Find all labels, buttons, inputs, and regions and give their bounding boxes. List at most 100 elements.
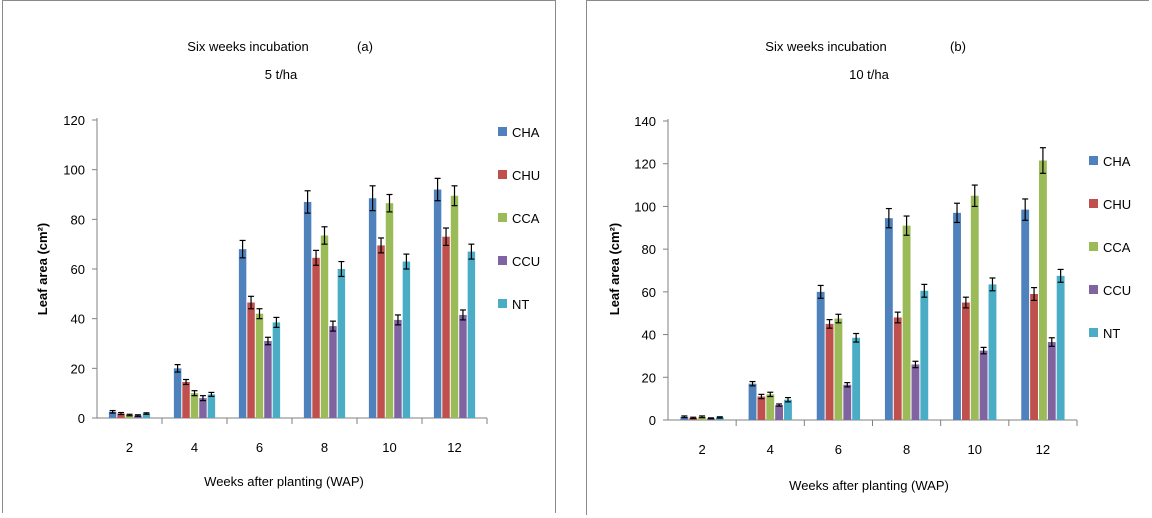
bar-cha <box>108 411 117 418</box>
legend-label-cca: CCA <box>512 211 540 226</box>
bar-cca <box>255 313 264 418</box>
y-tick-label: 20 <box>642 370 656 385</box>
y-tick-label: 120 <box>63 113 85 128</box>
bar-chu <box>377 245 385 418</box>
bar-ccu <box>199 398 207 418</box>
bar-nt <box>467 251 476 418</box>
y-tick-label: 0 <box>78 411 85 426</box>
bar-chu <box>247 302 255 418</box>
bar-cha <box>238 249 247 418</box>
bar-nt <box>1056 275 1065 420</box>
y-axis-label: Leaf area (cm²) <box>35 223 50 315</box>
bar-cca <box>834 318 843 420</box>
panel-label: (b) <box>950 39 966 54</box>
x-tick-label: 8 <box>321 440 328 455</box>
bar-cca <box>320 235 329 418</box>
legend-label-chu: CHU <box>512 168 540 183</box>
legend-swatch-nt <box>498 299 507 308</box>
legend-label-cca: CCA <box>1103 240 1131 255</box>
x-tick-label: 6 <box>835 442 842 457</box>
bar-cha <box>303 201 312 418</box>
bar-ccu <box>1047 342 1056 420</box>
y-tick-label: 100 <box>634 199 656 214</box>
legend-label-nt: NT <box>512 297 529 312</box>
y-tick-label: 40 <box>71 312 85 327</box>
chart-panel-a: Six weeks incubation (a) 5 t/ha 0 20 40 60 80 10… <box>2 0 556 513</box>
chart-b-svg: Six weeks incubation (b) 10 t/ha 0 20 40 60 80 1… <box>607 39 1131 493</box>
bar-nt <box>337 269 346 418</box>
legend-label-cha: CHA <box>1103 154 1131 169</box>
bar-cha <box>1021 209 1030 420</box>
bar-nt <box>920 290 929 420</box>
legend-swatch-cha <box>498 127 507 136</box>
bar-cca <box>698 416 707 420</box>
y-tick-label: 40 <box>642 328 656 343</box>
legend-swatch-chu <box>1089 199 1098 208</box>
bar-nt <box>852 337 861 420</box>
x-tick-label: 8 <box>903 442 910 457</box>
bar-nt <box>784 399 792 420</box>
x-tick-label: 4 <box>191 440 198 455</box>
legend-label-nt: NT <box>1103 326 1120 341</box>
bar-cha <box>816 291 825 420</box>
y-tick-label: 140 <box>634 114 656 129</box>
legend-swatch-chu <box>498 170 507 179</box>
legend-swatch-ccu <box>1089 285 1098 294</box>
bar-chu <box>893 317 902 420</box>
bar-nt <box>272 322 281 418</box>
y-tick-label: 80 <box>642 242 656 257</box>
y-tick-label: 0 <box>649 413 656 428</box>
y-tick-label: 80 <box>71 212 85 227</box>
bar-ccu <box>979 350 988 420</box>
legend-label-cha: CHA <box>512 125 540 140</box>
bar-chu <box>117 413 125 418</box>
y-tick-label: 60 <box>71 262 85 277</box>
y-tick-label: 60 <box>642 285 656 300</box>
bar-cha <box>680 416 689 420</box>
x-tick-label: 12 <box>1036 442 1050 457</box>
x-tick-label: 10 <box>382 440 396 455</box>
y-tick-label: 100 <box>63 163 85 178</box>
x-axis-label: Weeks after planting (WAP) <box>789 478 949 493</box>
chart-title: Six weeks incubation <box>187 39 308 54</box>
legend-swatch-ccu <box>498 256 507 265</box>
bar-ccu <box>459 314 467 418</box>
x-tick-label: 4 <box>767 442 774 457</box>
bar-cca <box>766 394 775 420</box>
legend-swatch-cha <box>1089 156 1098 165</box>
chart-panel-b: Six weeks incubation (b) 10 t/ha 0 20 40 60 80 1… <box>586 0 1149 515</box>
chart-subtitle: 10 t/ha <box>849 67 890 82</box>
bar-nt <box>988 284 997 420</box>
bar-chu <box>825 323 834 420</box>
x-tick-label: 10 <box>968 442 982 457</box>
bar-nt <box>207 394 216 418</box>
bar-chu <box>961 302 970 420</box>
bar-cca <box>970 195 979 420</box>
bar-cca <box>385 203 394 418</box>
y-tick-label: 120 <box>634 157 656 172</box>
bar-cca <box>902 225 911 420</box>
legend-label-chu: CHU <box>1103 197 1131 212</box>
x-tick-label: 2 <box>126 440 133 455</box>
bar-cha <box>368 198 377 418</box>
x-tick-label: 12 <box>447 440 461 455</box>
bar-cha <box>433 189 442 418</box>
bar-chu <box>312 257 320 418</box>
legend-label-ccu: CCU <box>512 254 540 269</box>
bar-cca <box>190 393 199 418</box>
bar-ccu <box>264 341 272 418</box>
bar-ccu <box>911 364 920 420</box>
bar-chu <box>182 381 190 418</box>
bar-cha <box>953 212 961 420</box>
bar-cca <box>1038 160 1047 420</box>
bar-chu <box>757 396 766 420</box>
legend-swatch-cca <box>498 213 507 222</box>
legend-swatch-nt <box>1089 328 1098 337</box>
y-axis-label: Leaf area (cm²) <box>607 223 622 315</box>
bar-ccu <box>394 319 402 418</box>
panel-label: (a) <box>357 39 373 54</box>
bar-cha <box>884 218 893 420</box>
x-axis-label: Weeks after planting (WAP) <box>204 474 364 489</box>
bar-cca <box>450 195 459 418</box>
y-tick-label: 20 <box>71 361 85 376</box>
